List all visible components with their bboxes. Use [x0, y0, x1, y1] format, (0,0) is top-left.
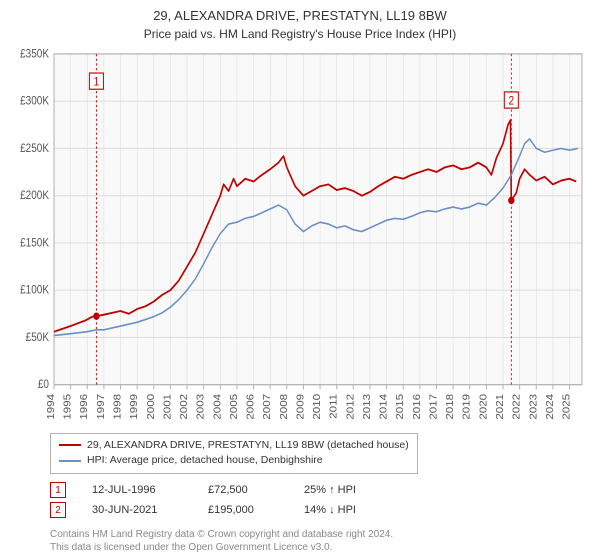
transaction-row: 1 12-JUL-1996 £72,500 25% ↑ HPI: [50, 482, 590, 498]
transaction-date: 30-JUN-2021: [92, 504, 182, 516]
svg-text:1998: 1998: [112, 394, 123, 420]
svg-text:2001: 2001: [162, 394, 173, 420]
transaction-date: 12-JUL-1996: [92, 484, 182, 496]
svg-text:2024: 2024: [545, 394, 556, 420]
svg-text:£350K: £350K: [20, 48, 50, 61]
svg-text:2015: 2015: [395, 394, 406, 420]
legend-item: 29, ALEXANDRA DRIVE, PRESTATYN, LL19 8BW…: [59, 438, 409, 454]
chart-area: £0 £50K £100K £150K £200K £250K £300K £350K 1994…: [10, 47, 590, 429]
svg-text:2012: 2012: [345, 394, 356, 420]
legend-swatch: [59, 460, 81, 462]
svg-text:2014: 2014: [378, 394, 389, 420]
legend: 29, ALEXANDRA DRIVE, PRESTATYN, LL19 8BW…: [50, 433, 418, 475]
svg-text:1: 1: [94, 76, 100, 89]
legend-label: HPI: Average price, detached house, Denb…: [87, 453, 323, 469]
transaction-row: 2 30-JUN-2021 £195,000 14% ↓ HPI: [50, 502, 590, 518]
svg-text:2000: 2000: [145, 394, 156, 420]
svg-text:2023: 2023: [528, 394, 539, 420]
svg-text:2: 2: [509, 95, 515, 108]
svg-text:2018: 2018: [445, 394, 456, 420]
svg-text:£100K: £100K: [20, 284, 50, 297]
svg-text:2020: 2020: [478, 394, 489, 420]
svg-text:1996: 1996: [79, 394, 90, 420]
svg-text:2011: 2011: [328, 394, 339, 419]
svg-text:£300K: £300K: [20, 95, 50, 108]
svg-text:£0: £0: [38, 378, 49, 391]
svg-text:2022: 2022: [511, 394, 522, 420]
svg-text:2010: 2010: [312, 394, 323, 420]
svg-text:2009: 2009: [295, 394, 306, 420]
attribution-line: This data is licensed under the Open Gov…: [50, 541, 590, 554]
svg-text:2003: 2003: [195, 394, 206, 420]
svg-text:2019: 2019: [461, 394, 472, 420]
svg-text:2004: 2004: [212, 394, 223, 420]
attribution: Contains HM Land Registry data © Crown c…: [50, 528, 590, 554]
svg-text:2021: 2021: [495, 394, 506, 420]
marker-badge: 2: [50, 502, 66, 518]
svg-text:2005: 2005: [229, 394, 240, 420]
svg-text:£250K: £250K: [20, 142, 50, 155]
svg-text:2008: 2008: [278, 394, 289, 420]
svg-text:2025: 2025: [561, 394, 572, 420]
svg-text:2006: 2006: [245, 394, 256, 420]
svg-text:1995: 1995: [62, 394, 73, 420]
svg-text:2017: 2017: [428, 394, 439, 420]
transaction-list: 1 12-JUL-1996 £72,500 25% ↑ HPI 2 30-JUN-2021…: [50, 482, 590, 522]
line-chart: £0 £50K £100K £150K £200K £250K £300K £350K 1994…: [10, 47, 590, 429]
svg-text:1999: 1999: [129, 394, 140, 420]
legend-swatch: [59, 444, 81, 446]
svg-text:2016: 2016: [412, 394, 423, 420]
legend-item: HPI: Average price, detached house, Denb…: [59, 453, 409, 469]
svg-text:£50K: £50K: [26, 331, 50, 344]
marker-badge: 1: [50, 482, 66, 498]
svg-text:2007: 2007: [262, 394, 273, 420]
svg-text:2002: 2002: [179, 394, 190, 420]
legend-label: 29, ALEXANDRA DRIVE, PRESTATYN, LL19 8BW…: [87, 438, 409, 454]
chart-title: 29, ALEXANDRA DRIVE, PRESTATYN, LL19 8BW: [10, 8, 590, 25]
svg-text:1997: 1997: [96, 394, 107, 420]
transaction-delta: 25% ↑ HPI: [304, 484, 356, 496]
svg-text:£200K: £200K: [20, 189, 50, 202]
transaction-price: £72,500: [208, 484, 278, 496]
svg-text:£150K: £150K: [20, 237, 50, 250]
svg-text:1994: 1994: [46, 394, 57, 420]
transaction-delta: 14% ↓ HPI: [304, 504, 356, 516]
svg-text:2013: 2013: [362, 394, 373, 420]
chart-subtitle: Price paid vs. HM Land Registry's House …: [10, 27, 590, 41]
transaction-price: £195,000: [208, 504, 278, 516]
attribution-line: Contains HM Land Registry data © Crown c…: [50, 528, 590, 541]
